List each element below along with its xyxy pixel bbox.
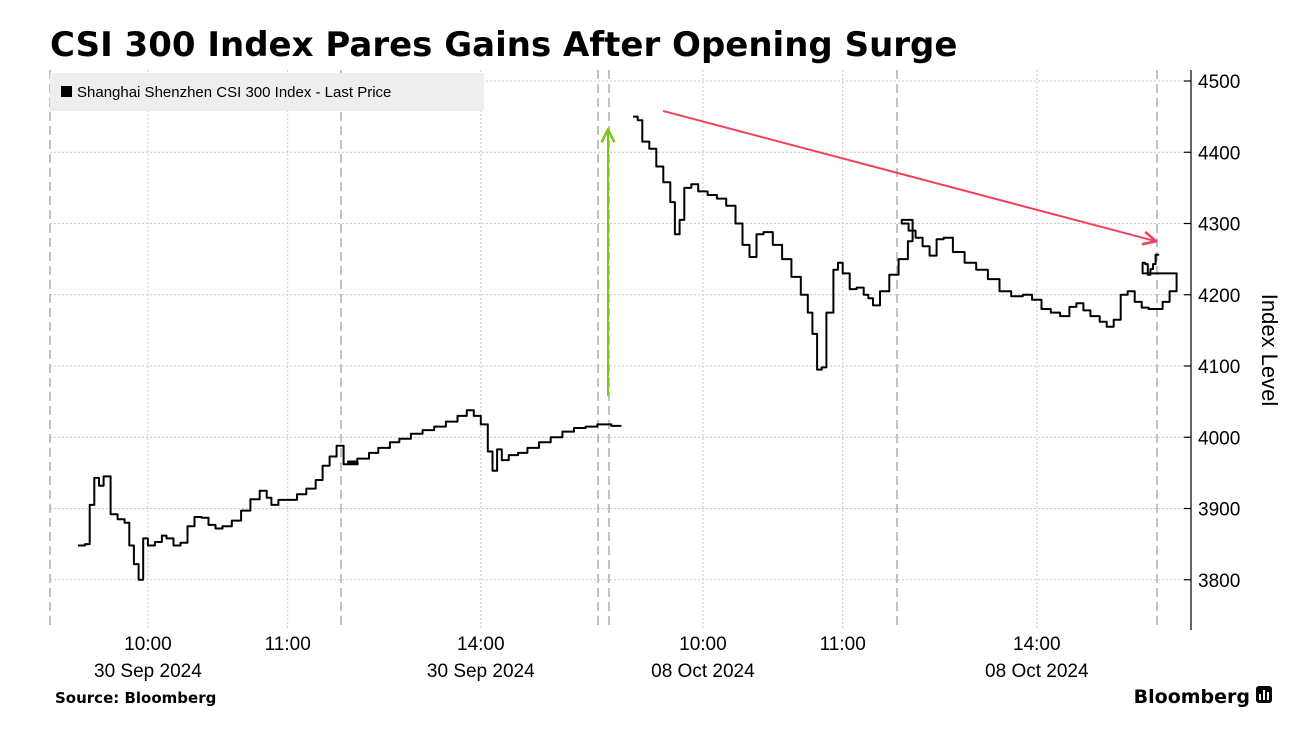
x-tick-label: 10:00: [124, 634, 172, 655]
y-tick-label: 4500: [1198, 72, 1240, 93]
x-tick-label: 11:00: [820, 634, 866, 655]
legend-swatch: [61, 86, 72, 97]
y-tick-label: 3800: [1198, 571, 1240, 592]
down-arrow: [662, 109, 1156, 241]
y-axis-title: Index Level: [1257, 294, 1282, 407]
series-line-08-oct: [633, 115, 1178, 371]
y-tick-label: 4200: [1198, 286, 1240, 307]
series-line-30-sep: [78, 409, 622, 581]
chart-title: CSI 300 Index Pares Gains After Opening …: [50, 25, 957, 65]
x-tick-label: 14:00: [1013, 634, 1061, 655]
brand-logo: Bloomberg: [1134, 686, 1272, 708]
x-tick-date-label: 30 Sep 2024: [94, 661, 202, 682]
y-tick-label: 4400: [1198, 143, 1240, 164]
x-tick-date-label: 08 Oct 2024: [985, 661, 1089, 682]
legend: Shanghai Shenzhen CSI 300 Index - Last P…: [50, 73, 484, 111]
brand-wordmark: Bloomberg: [1134, 686, 1250, 708]
brand-mark-icon: [1256, 686, 1272, 703]
grid: [50, 70, 1185, 628]
source-note: Source: Bloomberg: [55, 689, 216, 707]
series-group: [78, 115, 1178, 581]
legend-box: [50, 73, 484, 111]
legend-label: Shanghai Shenzhen CSI 300 Index - Last P…: [77, 84, 391, 101]
x-tick-label: 14:00: [457, 634, 505, 655]
y-tick-label: 4300: [1198, 215, 1240, 236]
x-axis: 10:00 30 Sep 2024 11:00 14:00 30 Sep 2024 10:…: [94, 634, 1089, 682]
y-tick-label: 4100: [1198, 357, 1240, 378]
y-axis: 3800 3900 4000 4100 4200 4300 4400 4500: [1184, 70, 1240, 630]
y-tick-label: 4000: [1198, 428, 1240, 449]
annotations: [608, 109, 1156, 396]
x-tick-label: 11:00: [265, 634, 311, 655]
y-tick-label: 3900: [1198, 500, 1240, 521]
x-tick-label: 10:00: [679, 634, 727, 655]
x-dividers: [49, 70, 1158, 628]
x-tick-date-label: 08 Oct 2024: [651, 661, 755, 682]
x-tick-date-label: 30 Sep 2024: [427, 661, 535, 682]
